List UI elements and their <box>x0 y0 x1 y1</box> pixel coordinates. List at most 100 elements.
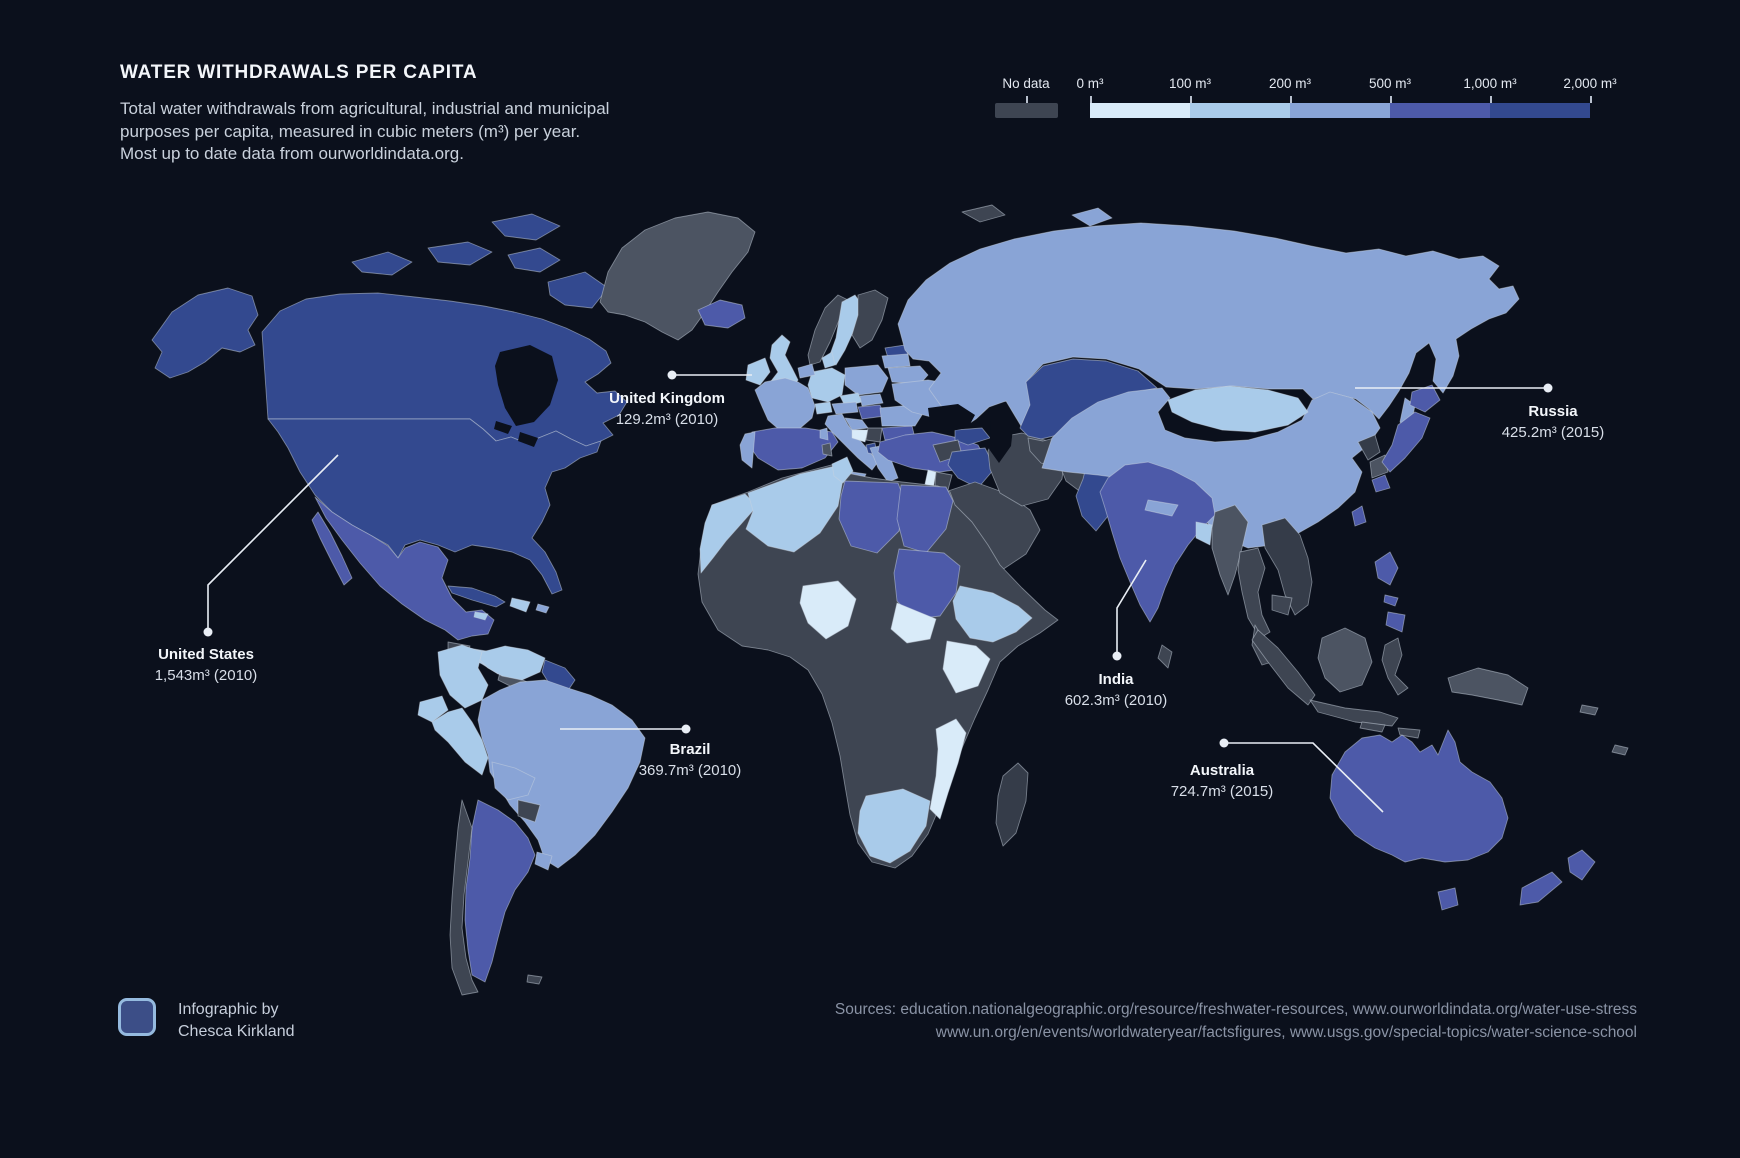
country-chile <box>449 799 479 996</box>
great-lakes-west <box>494 421 512 434</box>
country-finland <box>851 289 889 349</box>
country-greenland <box>599 211 756 341</box>
country-france <box>754 377 816 433</box>
country-indonesia-sumatra <box>1251 629 1316 706</box>
annotation-russia-value: 425.2m³ (2015) <box>1501 424 1605 441</box>
sources-line-2: www.un.org/en/events/worldwateryear/fact… <box>935 1024 1637 1041</box>
legend-segment-200-500 <box>1290 103 1390 118</box>
annotation-india-value: 602.3m³ (2010) <box>1064 692 1168 709</box>
country-philippines-visayas <box>1383 594 1399 607</box>
legend-tick-500 <box>1390 96 1392 103</box>
annotation-united-kingdom-name: United Kingdom <box>609 390 725 407</box>
callout-line-australia <box>1226 742 1384 813</box>
country-kazakhstan <box>1019 358 1158 440</box>
callout-line-united-states <box>207 454 339 628</box>
annotation-united-kingdom: United Kingdom 129.2m³ (2010) <box>609 388 725 430</box>
header: WATER WITHDRAWALS PER CAPITA Total water… <box>120 62 609 166</box>
callout-dot-india <box>1112 651 1122 661</box>
legend-no-data-label: No data <box>1002 76 1050 91</box>
legend-gradient-bar <box>1090 103 1590 118</box>
legend-tick-100 <box>1190 96 1192 103</box>
annotation-united-states: United States 1,543m³ (2010) <box>155 644 258 686</box>
subtitle-line-1: Total water withdrawals from agricultura… <box>120 99 610 118</box>
country-egypt <box>896 484 954 554</box>
legend-segment-500-1000 <box>1390 103 1490 118</box>
country-indonesia-sulawesi <box>1381 637 1409 696</box>
country-ireland <box>745 357 771 386</box>
annotation-india: India 602.3m³ (2010) <box>1065 669 1168 711</box>
country-canada-baffin-island <box>547 271 609 309</box>
country-paraguay <box>517 799 541 823</box>
country-india <box>1099 461 1216 623</box>
country-south-africa <box>857 788 931 864</box>
country-svalbard <box>961 204 1006 223</box>
black-sea <box>928 404 975 432</box>
annotation-united-states-value: 1,543m³ (2010) <box>154 667 258 684</box>
country-madagascar <box>995 762 1029 847</box>
annotation-brazil-value: 369.7m³ (2010) <box>638 762 742 779</box>
legend-tick-2000 <box>1590 96 1592 103</box>
credit-line-1: Infographic by <box>178 1001 279 1018</box>
country-slovakia <box>859 393 884 407</box>
country-bangladesh <box>1195 521 1213 546</box>
callout-line-india <box>1116 559 1147 652</box>
country-bosnia <box>851 429 869 443</box>
legend-tick-0 <box>1090 96 1092 103</box>
legend-tick-label-0: 0 m³ <box>1076 76 1104 91</box>
country-philippines-mindanao <box>1385 611 1406 633</box>
country-thailand <box>1237 547 1271 639</box>
country-falkland-islands <box>526 974 543 985</box>
country-ethiopia <box>952 585 1033 643</box>
legend-tick-label-500: 500 m³ <box>1368 76 1412 91</box>
country-mexico-baja <box>311 511 353 586</box>
country-spain <box>747 427 839 471</box>
country-australia-tasmania <box>1437 887 1459 911</box>
country-switzerland <box>814 401 833 415</box>
great-lakes-east <box>518 432 538 447</box>
legend-tick-label-200: 200 m³ <box>1268 76 1312 91</box>
annotation-india-name: India <box>1098 671 1134 688</box>
country-italy-sardinia <box>821 442 833 457</box>
country-italy <box>824 413 879 471</box>
page-title: WATER WITHDRAWALS PER CAPITA <box>120 62 478 83</box>
country-jamaica <box>473 611 489 621</box>
callout-dot-brazil <box>681 724 691 734</box>
country-ecuador <box>417 695 449 723</box>
legend-tick-1000 <box>1490 96 1492 103</box>
legend-tick-label-1000: 1,000 m³ <box>1463 76 1517 91</box>
country-denmark <box>821 351 836 369</box>
country-australia <box>1329 729 1509 863</box>
country-japan-kyushu <box>1371 474 1391 493</box>
legend-segment-0-100 <box>1090 103 1190 118</box>
subtitle-line-3: Most up to date data from ourworldindata… <box>120 144 464 163</box>
country-canada-arctic-island-2 <box>427 241 493 266</box>
country-cambodia <box>1271 594 1293 616</box>
annotation-russia-name: Russia <box>1528 403 1578 420</box>
continent-africa-base <box>697 463 1059 869</box>
callout-dot-russia <box>1543 383 1553 393</box>
country-caucasus <box>954 427 991 446</box>
country-canada-arctic-island-1 <box>351 251 413 276</box>
country-tunisia <box>831 456 854 484</box>
country-algeria <box>745 465 844 553</box>
country-sweden <box>827 294 863 366</box>
callout-dot-australia <box>1219 738 1229 748</box>
country-portugal <box>739 431 756 469</box>
legend-segment-1000-2000 <box>1490 103 1590 118</box>
country-argentina <box>464 799 536 983</box>
country-belarus <box>887 365 929 385</box>
country-north-korea <box>1357 434 1381 461</box>
country-usa-alaska <box>151 287 259 379</box>
country-myanmar <box>1211 504 1249 596</box>
country-iceland <box>697 299 746 329</box>
country-bolivia <box>491 761 536 801</box>
callout-dot-united-states <box>203 627 213 637</box>
country-benelux <box>797 363 816 379</box>
country-new-caledonia <box>1611 744 1629 756</box>
country-colombia <box>437 644 489 709</box>
country-new-guinea <box>1447 667 1529 706</box>
country-taiwan <box>1351 505 1367 527</box>
country-new-zealand-north <box>1567 849 1596 881</box>
country-south-sudan <box>890 602 937 644</box>
annotation-brazil-name: Brazil <box>669 741 711 758</box>
